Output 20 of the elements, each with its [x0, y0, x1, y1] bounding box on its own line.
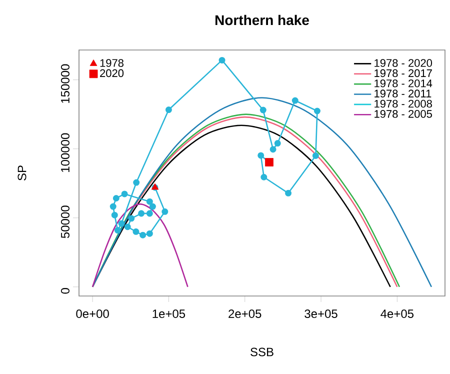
x-tick-label: 4e+05 — [380, 310, 414, 318]
x-tick-label: 0e+00 — [76, 310, 109, 318]
legend-label: 1978 - 2008 — [374, 100, 432, 108]
legend-label: 1978 - 2005 — [374, 110, 432, 118]
x-tick-label: 3e+05 — [304, 310, 338, 318]
legend-label: 1978 - 2017 — [374, 69, 432, 78]
legend-label: 1978 - 2020 — [374, 59, 432, 67]
y-axis-title: SP — [18, 166, 26, 180]
legend-label: 1978 - 2014 — [374, 79, 432, 88]
x-tick-label: 2e+05 — [228, 310, 262, 318]
legend-label: 1978 - 2011 — [374, 90, 432, 98]
legend-label: 1978 — [100, 59, 124, 67]
x-axis-title: SSB — [250, 348, 274, 356]
x-tick-label: 1e+05 — [152, 310, 186, 318]
y-tick-label: 0 — [60, 288, 70, 294]
y-tick-label: 150000 — [60, 64, 70, 103]
y-tick-label: 100000 — [60, 133, 70, 172]
chart-title: Northern hake — [215, 14, 309, 26]
y-tick-label: 50000 — [60, 206, 70, 238]
legend-label: 2020 — [100, 69, 124, 78]
